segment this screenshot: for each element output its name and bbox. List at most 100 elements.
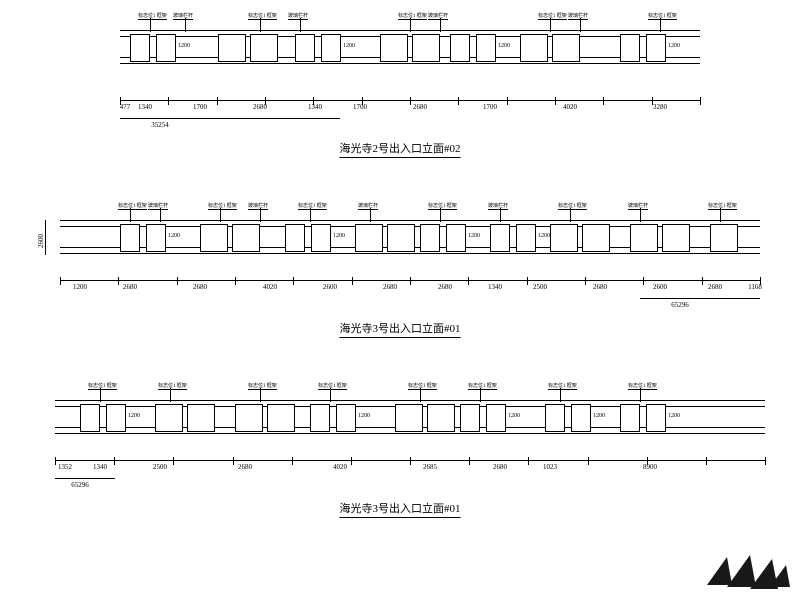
opening-panel	[630, 224, 658, 252]
opening-panel	[446, 224, 466, 252]
opening-panel	[620, 404, 640, 432]
dimension-value: 2600	[323, 283, 337, 291]
dimension-value: 1700	[353, 103, 367, 111]
dimension-chain: 1200268026804020260026802680134025002680…	[60, 280, 760, 281]
opening-panel	[218, 34, 246, 62]
opening-panel	[267, 404, 295, 432]
callout-label: 标志位1 框架	[398, 12, 427, 19]
panel-width-label: 1200	[343, 43, 355, 49]
dimension-value: 2680	[493, 463, 507, 471]
opening-panel	[486, 404, 506, 432]
panel-width-label: 1200	[358, 413, 370, 419]
dimension-value: 2680	[383, 283, 397, 291]
dimension-value: 2680	[438, 283, 452, 291]
opening-panel	[380, 34, 408, 62]
opening-panel	[545, 404, 565, 432]
opening-panel	[427, 404, 455, 432]
drawing-title: 海光寺2号出入口立面#02	[340, 140, 461, 158]
callout-label: 标志位1 框架	[318, 382, 347, 389]
dimension-chain: 477134017002680134017002680170040203280	[120, 100, 700, 101]
callout-label: 标志位1 框架	[208, 202, 237, 209]
opening-panel	[106, 404, 126, 432]
opening-panel	[662, 224, 690, 252]
callout-label: 标志位1 框架	[538, 12, 567, 19]
callout-label: 标志位1 框架	[298, 202, 327, 209]
dimension-value: 1340	[488, 283, 502, 291]
callout-label: 玻璃栏杆	[358, 202, 378, 209]
callout-label: 玻璃栏杆	[288, 12, 308, 19]
callout-label: 标志位1 框架	[138, 12, 167, 19]
opening-panel	[476, 34, 496, 62]
elevation-band: 1200120012001200	[120, 30, 700, 64]
opening-panel	[310, 404, 330, 432]
dimension-value: 1352	[58, 463, 72, 471]
dimension-value: 2600	[653, 283, 667, 291]
opening-panel	[336, 404, 356, 432]
dimension-value: 4020	[263, 283, 277, 291]
callout-label: 标志位1 框架	[628, 382, 657, 389]
dimension-value: 2680	[193, 283, 207, 291]
opening-panel	[710, 224, 738, 252]
opening-panel	[232, 224, 260, 252]
callout-label: 标志位1 框架	[408, 382, 437, 389]
dimension-value: 3280	[653, 103, 667, 111]
opening-panel	[155, 404, 183, 432]
opening-panel	[490, 224, 510, 252]
dimension-value: 2685	[423, 463, 437, 471]
dimension-value: 2500	[533, 283, 547, 291]
opening-panel	[200, 224, 228, 252]
callout-label: 标志位1 框架	[88, 382, 117, 389]
panel-width-label: 1200	[468, 233, 480, 239]
callout-label: 标志位1 框架	[428, 202, 457, 209]
opening-panel	[285, 224, 305, 252]
opening-panel	[450, 34, 470, 62]
opening-panel	[460, 404, 480, 432]
dimension-value: 8900	[643, 463, 657, 471]
dimension-value: 2500	[153, 463, 167, 471]
opening-panel	[646, 34, 666, 62]
callout-label: 标志位1 框架	[248, 12, 277, 19]
dimension-value: 1700	[193, 103, 207, 111]
panel-width-label: 1200	[668, 43, 680, 49]
opening-panel	[146, 224, 166, 252]
opening-panel	[187, 404, 215, 432]
opening-panel	[355, 224, 383, 252]
callout-label: 标志位1 框架	[468, 382, 497, 389]
opening-panel	[295, 34, 315, 62]
overall-dimension: 65296	[71, 481, 89, 489]
callout-label: 玻璃栏杆	[568, 12, 588, 19]
elevation-band: 1200120012001200	[60, 220, 760, 254]
panel-width-label: 1200	[668, 413, 680, 419]
opening-panel	[552, 34, 580, 62]
panel-width-label: 1200	[508, 413, 520, 419]
opening-panel	[235, 404, 263, 432]
dimension-value: 1340	[308, 103, 322, 111]
dimension-value: 477	[120, 103, 131, 111]
overall-dimension: 65296	[671, 301, 689, 309]
watermark-graphic	[702, 547, 792, 592]
callout-label: 标志位1 框架	[248, 382, 277, 389]
opening-panel	[550, 224, 578, 252]
dimension-value: 1340	[93, 463, 107, 471]
dimension-chain: 135213402500268040202685268010238900	[55, 460, 765, 461]
opening-panel	[646, 404, 666, 432]
opening-panel	[412, 34, 440, 62]
callout-label: 玻璃栏杆	[173, 12, 193, 19]
callout-label: 标志位1 框架	[558, 202, 587, 209]
panel-width-label: 1200	[128, 413, 140, 419]
dimension-value: 4020	[563, 103, 577, 111]
callout-label: 玻璃栏杆	[628, 202, 648, 209]
drawing-title: 海光寺3号出入口立面#01	[340, 500, 461, 518]
opening-panel	[250, 34, 278, 62]
panel-width-label: 1200	[538, 233, 550, 239]
callout-label: 玻璃栏杆	[248, 202, 268, 209]
opening-panel	[620, 34, 640, 62]
dimension-value: 2680	[708, 283, 722, 291]
overall-dimension: 35254	[151, 121, 169, 129]
opening-panel	[156, 34, 176, 62]
opening-panel	[311, 224, 331, 252]
opening-panel	[120, 224, 140, 252]
dimension-value: 1200	[73, 283, 87, 291]
callout-label: 标志位1 框架	[708, 202, 737, 209]
dimension-value: 2680	[123, 283, 137, 291]
